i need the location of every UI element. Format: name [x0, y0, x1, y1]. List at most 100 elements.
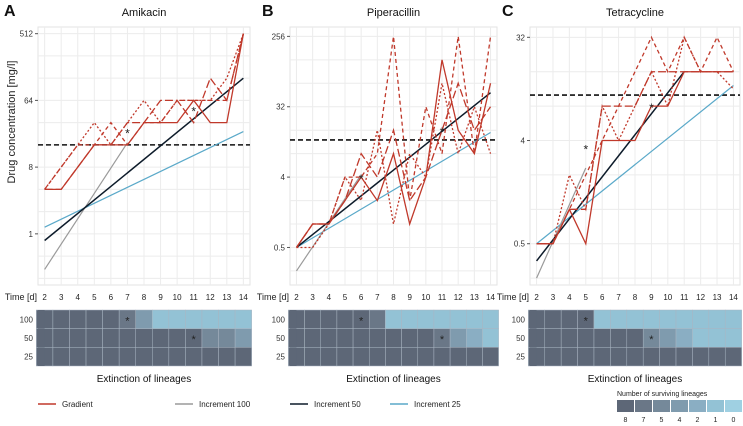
heat-cell [135, 328, 153, 348]
heat-cell [401, 347, 419, 367]
legend-label-inc25: Increment 25 [414, 400, 461, 409]
x-tick-label: 5 [92, 293, 97, 302]
x-tick-label: 5 [584, 293, 589, 302]
heat-cell [352, 347, 370, 367]
heat-row-label: 100 [20, 315, 34, 324]
heat-cell [152, 328, 170, 348]
heat-cell [724, 347, 742, 367]
x-tick-label: 12 [696, 293, 705, 302]
heat-cell [385, 328, 402, 348]
heat-cell [218, 328, 236, 348]
x-tick-label: 4 [567, 293, 572, 302]
heat-cell [185, 309, 203, 329]
heat-cell [642, 309, 660, 329]
heat-cell [544, 347, 562, 367]
x-tick-label: 10 [173, 293, 182, 302]
heat-cell [52, 328, 70, 348]
heat-cell [675, 309, 693, 329]
x-tick-label: 8 [142, 293, 147, 302]
heat-row-label: 50 [24, 334, 33, 343]
heat-cell [85, 309, 103, 329]
panel-letter: C [502, 3, 514, 20]
asterisk-marker: * [359, 172, 364, 186]
heat-cell [659, 328, 677, 348]
heat-cell [433, 309, 451, 329]
heat-cell [52, 347, 70, 367]
heat-cell [626, 309, 644, 329]
x-tick-label: 4 [327, 293, 332, 302]
heat-cell [593, 328, 611, 348]
heat-cell [135, 309, 153, 329]
heat-cell [69, 328, 87, 348]
y-tick-label: 32 [276, 103, 285, 112]
heat-cell [610, 309, 628, 329]
x-tick-label: 9 [158, 293, 163, 302]
heat-cell [201, 328, 219, 348]
heat-row-label: 50 [516, 334, 525, 343]
legend-label-inc100: Increment 100 [199, 400, 251, 409]
colorbar-cell [707, 400, 724, 412]
x-tick-label: 3 [310, 293, 315, 302]
x-tick-label: 6 [109, 293, 114, 302]
heat-cell [320, 347, 338, 367]
heat-asterisk: * [584, 315, 589, 327]
colorbar-label: 4 [678, 417, 682, 424]
heat-cell [659, 347, 677, 367]
heat-cell [336, 309, 354, 329]
heat-cell [368, 328, 386, 348]
extinction-label: Extinction of lineages [346, 374, 441, 385]
heat-cell [385, 309, 402, 329]
x-tick-label: 10 [421, 293, 430, 302]
heat-cell [102, 309, 120, 329]
colorbar-cell [635, 400, 652, 412]
heat-cell [385, 347, 402, 367]
heat-cell [417, 309, 435, 329]
colorbar-cell [653, 400, 670, 412]
heat-cell [708, 309, 726, 329]
series-inc50 [296, 92, 491, 249]
heat-row-label: 100 [512, 315, 526, 324]
heat-cell [449, 309, 467, 329]
heat-cell [152, 309, 170, 329]
chart-title: Tetracycline [606, 7, 664, 19]
time-label: Time [d] [497, 292, 529, 302]
heat-cell [401, 309, 419, 329]
time-label: Time [d] [5, 292, 37, 302]
heat-cell-edge [530, 328, 537, 348]
heat-cell [708, 328, 726, 348]
colorbar-cell [725, 400, 742, 412]
y-tick-label: 8 [29, 163, 34, 172]
series-inc100 [536, 167, 587, 279]
chart-title: Piperacillin [367, 7, 420, 19]
heat-row-label: 25 [24, 353, 33, 362]
heat-cell [724, 309, 742, 329]
heat-cell [626, 328, 644, 348]
colorbar-label: 2 [696, 417, 700, 424]
heat-cell [417, 347, 435, 367]
heat-cell [466, 309, 483, 329]
colorbar-label: 7 [642, 417, 646, 424]
x-tick-label: 13 [470, 293, 479, 302]
heat-cell [234, 309, 252, 329]
heat-cell [185, 347, 203, 367]
heat-asterisk: * [192, 334, 197, 346]
x-tick-label: 2 [534, 293, 539, 302]
heat-cell [218, 309, 236, 329]
x-tick-label: 3 [551, 293, 556, 302]
heat-cell [449, 328, 467, 348]
heat-cell [320, 328, 338, 348]
heat-cell [118, 328, 136, 348]
legend-label-inc50: Increment 50 [314, 400, 361, 409]
heat-cell [692, 347, 710, 367]
heat-cell [135, 347, 153, 367]
x-tick-label: 12 [206, 293, 215, 302]
x-tick-label: 7 [375, 293, 380, 302]
x-tick-label: 6 [600, 293, 605, 302]
asterisk-marker: * [440, 125, 445, 139]
extinction-label: Extinction of lineages [588, 374, 683, 385]
heat-cell [320, 309, 338, 329]
y-tick-label: 0.5 [274, 243, 286, 252]
x-tick-label: 11 [680, 293, 689, 302]
y-tick-label: 32 [516, 33, 525, 42]
heat-cell [482, 309, 499, 329]
